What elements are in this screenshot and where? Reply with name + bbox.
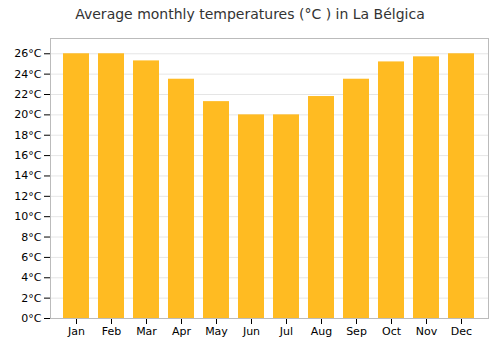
svg-text:4°C: 4°C bbox=[21, 271, 41, 284]
svg-text:Nov: Nov bbox=[416, 325, 438, 338]
svg-text:Jan: Jan bbox=[67, 325, 85, 338]
svg-text:Dec: Dec bbox=[451, 325, 472, 338]
svg-text:6°C: 6°C bbox=[21, 251, 41, 264]
svg-text:2°C: 2°C bbox=[21, 292, 41, 305]
svg-text:May: May bbox=[205, 325, 228, 338]
svg-text:8°C: 8°C bbox=[21, 231, 41, 244]
svg-text:16°C: 16°C bbox=[14, 149, 41, 162]
svg-text:Feb: Feb bbox=[102, 325, 121, 338]
svg-text:24°C: 24°C bbox=[14, 68, 41, 81]
svg-text:10°C: 10°C bbox=[14, 210, 41, 223]
svg-text:Oct: Oct bbox=[382, 325, 402, 338]
svg-text:26°C: 26°C bbox=[14, 47, 41, 60]
svg-text:0°C: 0°C bbox=[21, 312, 41, 325]
svg-text:Apr: Apr bbox=[172, 325, 192, 338]
svg-text:Aug: Aug bbox=[311, 325, 332, 338]
svg-text:Jun: Jun bbox=[242, 325, 260, 338]
svg-text:20°C: 20°C bbox=[14, 108, 41, 121]
svg-text:14°C: 14°C bbox=[14, 169, 41, 182]
svg-text:Jul: Jul bbox=[279, 325, 293, 338]
html-text:Average monthly temperatures (: Average monthly temperatures (°C ) in La… bbox=[75, 6, 425, 22]
svg-text:22°C: 22°C bbox=[14, 88, 41, 101]
svg-text:12°C: 12°C bbox=[14, 190, 41, 203]
svg-text:18°C: 18°C bbox=[14, 129, 41, 142]
svg-text:Sep: Sep bbox=[346, 325, 367, 338]
svg-text:Mar: Mar bbox=[136, 325, 157, 338]
